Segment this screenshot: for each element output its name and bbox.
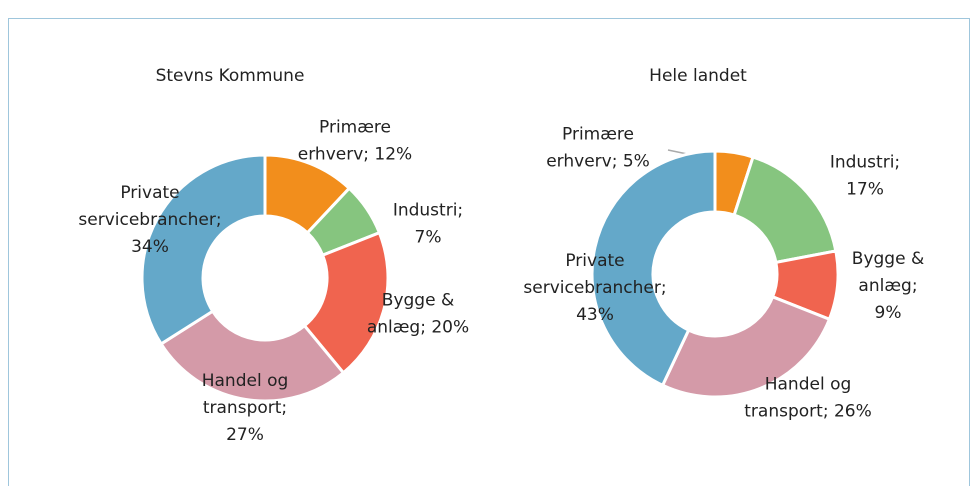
data-label: Private servicebrancher; 34% [78, 183, 221, 257]
donut-slice [302, 230, 390, 375]
data-label: Industri; 7% [393, 201, 463, 248]
data-label: Bygge & anlæg; 9% [852, 249, 924, 323]
data-label: Handel og transport; 27% [202, 371, 289, 445]
donut-slice [140, 153, 267, 346]
data-label: Industri; 17% [830, 153, 900, 200]
data-label: Bygge & anlæg; 20% [367, 291, 469, 338]
chart-title: Stevns Kommune [156, 66, 305, 86]
chart-title: Hele landet [649, 66, 747, 86]
donut-slice [159, 309, 346, 403]
data-label: Handel og transport; 26% [744, 375, 871, 422]
data-label: Private servicebrancher; 43% [523, 251, 666, 325]
donut-slice [660, 294, 832, 399]
data-label: Primære erhverv; 5% [546, 125, 650, 172]
donut-slice [590, 149, 717, 388]
data-label: Primære erhverv; 12% [298, 118, 412, 165]
